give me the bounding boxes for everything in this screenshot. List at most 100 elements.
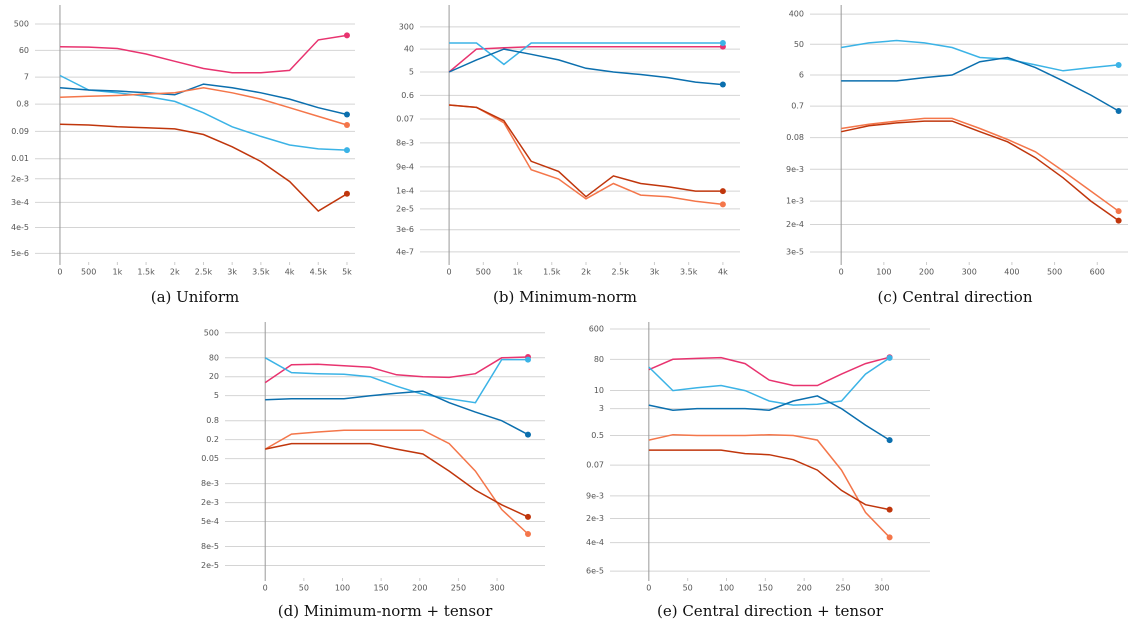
y-tick-label: 0.01	[11, 154, 29, 163]
x-tick-label: 1.5k	[543, 268, 561, 277]
y-tick-label: 0.5	[591, 431, 604, 440]
x-tick-label: 100	[876, 268, 891, 277]
chart: 500 80 20 5 0.8 0.2 0.05 8e-3 2e-3 5e-4 8e-5 2e-5 0 5…	[201, 322, 545, 620]
x-tick-label: 150	[758, 584, 773, 593]
y-tick-label: 9e-3	[586, 491, 604, 500]
y-tick-label: 3	[599, 404, 604, 413]
y-tick-label: 10	[594, 386, 604, 395]
x-tick-label: 3.5k	[252, 268, 270, 277]
y-tick-label: 8e-3	[396, 138, 414, 147]
end-point	[343, 190, 350, 197]
series-line	[59, 34, 348, 74]
end-point	[719, 39, 726, 46]
x-tick-label: 5k	[342, 268, 352, 277]
y-tick-label: 2e-3	[201, 498, 219, 507]
y-tick-label: 4e-5	[11, 223, 29, 232]
x-tick-label: 250	[835, 584, 850, 593]
x-tick-label: 200	[797, 584, 812, 593]
end-point	[886, 506, 893, 513]
x-tick-label: 50	[299, 584, 309, 593]
end-point	[719, 201, 726, 208]
y-tick-label: 0.07	[396, 115, 414, 124]
y-tick-label: 8e-5	[201, 542, 219, 551]
x-tick-label: 500	[81, 268, 96, 277]
y-tick-label: 20	[209, 372, 219, 381]
x-tick-label: 0	[263, 584, 268, 593]
end-point	[524, 356, 531, 363]
x-tick-label: 300	[962, 268, 977, 277]
y-tick-label: 600	[589, 325, 604, 334]
y-tick-label: 4e-4	[586, 538, 604, 547]
y-tick-label: 0.07	[586, 461, 604, 470]
caption: (e) Central direction + tensor	[657, 602, 884, 620]
caption: (a) Uniform	[151, 288, 240, 306]
y-tick-label: 500	[14, 20, 29, 29]
y-tick-label: 500	[204, 328, 219, 337]
end-point	[524, 531, 531, 538]
y-tick-label: 3e-6	[396, 225, 414, 234]
x-tick-label: 50	[683, 584, 693, 593]
end-point	[343, 147, 350, 154]
series-line	[265, 442, 529, 518]
end-point	[524, 513, 531, 520]
x-tick-label: 300	[874, 584, 889, 593]
series-line	[648, 395, 890, 441]
x-tick-label: 1.5k	[137, 268, 155, 277]
x-tick-label: 1k	[113, 268, 123, 277]
y-tick-label: 1e-4	[396, 187, 414, 196]
y-tick-label: 9e-3	[786, 165, 804, 174]
end-point	[719, 81, 726, 88]
end-point	[343, 122, 350, 129]
series-line	[264, 356, 529, 384]
x-tick-label: 1k	[513, 268, 523, 277]
series-line	[448, 45, 723, 73]
x-tick-label: 200	[412, 584, 427, 593]
series-line	[59, 123, 348, 212]
y-tick-label: 9e-4	[396, 162, 414, 171]
series-line	[648, 357, 891, 406]
y-tick-label: 80	[209, 353, 219, 362]
series-line	[449, 42, 723, 66]
x-tick-label: 600	[1090, 268, 1105, 277]
end-point	[719, 188, 726, 195]
x-tick-label: 3.5k	[680, 268, 698, 277]
y-tick-label: 5e-6	[11, 249, 29, 258]
x-tick-label: 4k	[285, 268, 295, 277]
caption: (d) Minimum-norm + tensor	[278, 602, 493, 620]
end-point	[886, 534, 893, 541]
y-tick-label: 0.6	[401, 91, 414, 100]
end-point	[343, 111, 350, 118]
y-tick-label: 2e-3	[586, 514, 604, 523]
series-line	[449, 104, 723, 198]
x-tick-label: 3k	[650, 268, 660, 277]
y-tick-label: 8e-3	[201, 479, 219, 488]
x-tick-label: 4k	[718, 268, 728, 277]
series-line	[59, 83, 348, 116]
x-tick-label: 500	[476, 268, 491, 277]
y-tick-label: 0.8	[206, 416, 219, 425]
y-tick-label: 5	[214, 391, 219, 400]
y-tick-label: 3e-5	[786, 247, 804, 256]
x-tick-label: 2.5k	[612, 268, 630, 277]
x-tick-label: 400	[1004, 268, 1019, 277]
x-tick-label: 0	[57, 268, 62, 277]
x-tick-label: 100	[719, 584, 734, 593]
x-tick-label: 2k	[170, 268, 180, 277]
end-point	[886, 437, 893, 444]
y-tick-label: 7	[24, 73, 29, 82]
y-tick-label: 50	[794, 40, 804, 49]
chart: 600 80 10 3 0.5 0.07 9e-3 2e-3 4e-4 6e-5 0 50 100 150…	[586, 322, 930, 620]
y-tick-label: 0.08	[786, 133, 804, 142]
series-line	[264, 429, 529, 535]
end-point	[343, 32, 350, 39]
y-tick-label: 0.2	[206, 435, 219, 444]
x-tick-label: 4.5k	[310, 268, 328, 277]
x-tick-label: 300	[489, 584, 504, 593]
x-tick-label: 200	[919, 268, 934, 277]
chart: 300 40 5 0.6 0.07 8e-3 9e-4 1e-4 2e-5 3e-6 4e-7 0 50…	[396, 5, 740, 306]
y-tick-label: 2e-5	[396, 204, 414, 213]
y-tick-label: 80	[594, 355, 604, 364]
y-tick-label: 2e-4	[786, 220, 804, 229]
series-line	[449, 104, 723, 206]
